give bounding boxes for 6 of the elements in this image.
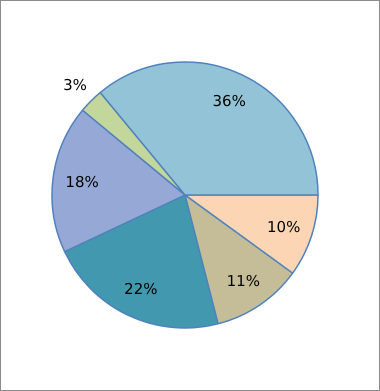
data-label: 10%: [266, 218, 300, 236]
data-label: 18%: [65, 173, 99, 191]
data-label: 3%: [63, 76, 87, 94]
data-label: 11%: [226, 272, 260, 290]
data-label: 22%: [124, 280, 158, 298]
data-label: 36%: [212, 92, 246, 110]
